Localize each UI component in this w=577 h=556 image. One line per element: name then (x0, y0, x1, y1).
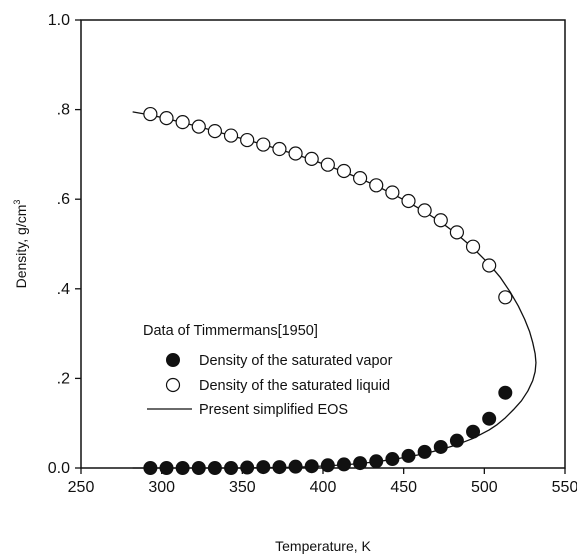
liquid-point-433 (369, 178, 384, 193)
y-axis-label-text: Density, g/cm (13, 205, 29, 289)
vapor-point-393 (304, 459, 319, 474)
vapor-point-493 (466, 424, 481, 439)
vapor-point-323 (191, 461, 206, 475)
vapor-point-473 (433, 439, 448, 454)
vapor-point-403 (320, 458, 335, 473)
liquid-point-453 (401, 193, 416, 209)
vapor-point-353 (240, 460, 255, 475)
vapor-point-313 (175, 461, 190, 475)
liquid-point-333 (207, 124, 223, 139)
legend-label-liquid: Density of the saturated liquid (199, 378, 390, 394)
vapor-point-303 (159, 461, 174, 475)
vapor-point-343 (224, 461, 239, 475)
x-tick-label-450: 450 (390, 479, 417, 496)
x-tick-label-250: 250 (68, 479, 95, 496)
axis-ticks: 250 300 350 400 450 500 550 0.0 .2 .4 .6 .8 1.0 (48, 12, 577, 496)
legend-title: Data of Timmermans[1950] (143, 323, 318, 339)
y-tick-label-.4: .4 (57, 281, 70, 298)
liquid-point-483 (449, 225, 465, 240)
liquid-point-383 (288, 146, 303, 161)
liquid-point-353 (240, 132, 255, 148)
vapor-point-423 (353, 456, 368, 471)
liquid-point-303 (159, 111, 174, 126)
x-tick-label-300: 300 (148, 479, 175, 496)
vapor-point-443 (385, 452, 400, 467)
y-tick-label-1.0: 1.0 (48, 12, 70, 29)
x-tick-label-500: 500 (471, 479, 498, 496)
vapor-point-463 (417, 444, 432, 459)
vapor-point-293 (143, 461, 158, 475)
liquid-point-293 (143, 106, 158, 122)
x-tick-label-350: 350 (229, 479, 256, 496)
y-tick-label-.8: .8 (57, 102, 70, 119)
liquid-point-343 (223, 128, 239, 143)
vapor-point-433 (369, 454, 384, 469)
x-tick-label-400: 400 (310, 479, 337, 496)
liquid-point-443 (385, 185, 400, 200)
x-axis-label: Temperature, K (275, 538, 371, 554)
liquid-point-313 (175, 115, 190, 130)
y-tick-label-0.0: 0.0 (48, 460, 70, 477)
liquid-point-373 (272, 141, 287, 157)
legend-label-vapor: Density of the saturated vapor (199, 353, 393, 369)
liquid-point-513 (498, 290, 513, 305)
y-axis-label-superscript: 3 (12, 200, 22, 205)
y-tick-label-.2: .2 (57, 370, 70, 387)
vapor-point-383 (288, 459, 303, 474)
y-tick-label-.6: .6 (57, 191, 70, 208)
liquid-point-423 (353, 171, 368, 186)
liquid-point-463 (417, 203, 432, 218)
legend-label-eos: Present simplified EOS (199, 402, 348, 418)
marker-layer (143, 106, 513, 475)
liquid-point-473 (433, 213, 448, 228)
liquid-point-493 (465, 239, 481, 254)
vapor-point-483 (449, 433, 464, 448)
vapor-point-453 (401, 448, 416, 463)
liquid-point-363 (256, 137, 271, 152)
liquid-point-503 (482, 258, 497, 273)
vapor-point-513 (498, 385, 513, 400)
legend: Data of Timmermans[1950] Density of the … (143, 323, 393, 418)
vapor-point-333 (207, 461, 222, 475)
x-tick-label-550: 550 (552, 479, 577, 496)
vapor-point-373 (272, 460, 287, 475)
plot-frame (80, 19, 566, 469)
legend-marker-vapor (166, 353, 180, 367)
liquid-point-403 (320, 157, 335, 172)
vapor-point-503 (482, 411, 497, 426)
y-axis-label: Density, g/cm3 (12, 200, 29, 289)
legend-marker-liquid (165, 377, 181, 393)
liquid-point-413 (336, 163, 352, 179)
liquid-point-323 (191, 119, 206, 134)
vapor-point-363 (256, 460, 271, 475)
liquid-point-393 (304, 151, 319, 166)
vapor-point-413 (336, 457, 351, 472)
